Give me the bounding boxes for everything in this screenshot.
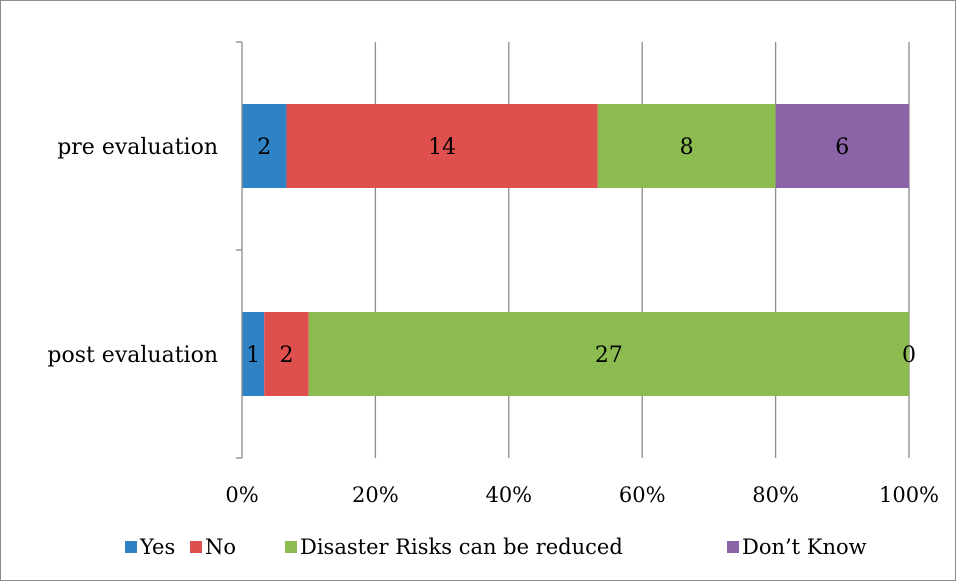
data-label: 2 bbox=[279, 343, 293, 368]
bar-segment bbox=[242, 312, 265, 396]
bar-segment bbox=[775, 104, 909, 188]
legend-swatch bbox=[727, 541, 739, 553]
x-tick-label: 20% bbox=[352, 483, 399, 507]
data-label: 27 bbox=[595, 343, 623, 368]
legend-label: No bbox=[205, 535, 236, 559]
legend: Yes No Disaster Risks can be reduced Don’t … bbox=[125, 535, 867, 559]
x-tick-label: 100% bbox=[879, 483, 939, 507]
category-labels: pre evaluation post evaluation bbox=[47, 135, 218, 368]
legend-swatch bbox=[125, 541, 137, 553]
x-tick-label: 40% bbox=[485, 483, 532, 507]
axes bbox=[236, 41, 243, 459]
x-tick-label: 80% bbox=[752, 483, 799, 507]
x-tick-labels: 0% 20% 40% 60% 80% 100% bbox=[225, 483, 939, 507]
bar-segment bbox=[264, 312, 309, 396]
legend-swatch bbox=[285, 541, 297, 553]
data-label: 1 bbox=[246, 343, 260, 368]
data-label: 8 bbox=[680, 135, 694, 160]
legend-swatch bbox=[190, 541, 202, 553]
data-label: 6 bbox=[835, 135, 849, 160]
x-tick-label: 60% bbox=[619, 483, 666, 507]
bar-segment bbox=[242, 104, 287, 188]
category-label: pre evaluation bbox=[57, 135, 218, 160]
bar-segment bbox=[286, 104, 598, 188]
category-label: post evaluation bbox=[47, 343, 218, 368]
legend-label: Disaster Risks can be reduced bbox=[300, 535, 623, 559]
data-labels: 2 14 8 61 2 27 0 bbox=[246, 135, 916, 368]
data-label: 2 bbox=[257, 135, 271, 160]
data-label: 14 bbox=[428, 135, 456, 160]
legend-label: Yes bbox=[139, 535, 175, 559]
bar-segment bbox=[308, 312, 909, 396]
legend-label: Don’t Know bbox=[742, 535, 867, 559]
bar-segment bbox=[597, 104, 776, 188]
x-tick-label: 0% bbox=[225, 483, 258, 507]
data-label: 0 bbox=[902, 343, 916, 368]
bars bbox=[242, 104, 909, 396]
